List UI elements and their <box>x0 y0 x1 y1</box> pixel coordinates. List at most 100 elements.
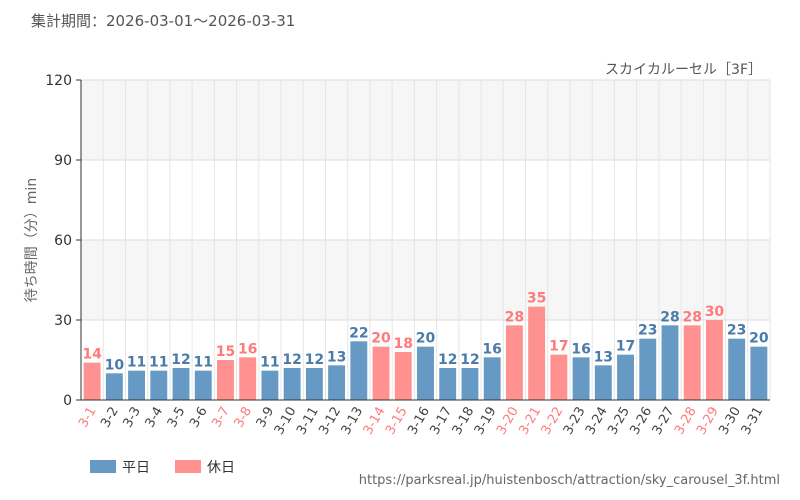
x-tick-label: 3-24 <box>583 405 611 438</box>
bar <box>283 368 301 400</box>
bar <box>328 365 346 400</box>
data-label: 11 <box>127 355 146 371</box>
x-tick-label: 3-11 <box>294 405 322 438</box>
x-tick-label: 3-28 <box>672 405 700 438</box>
bar <box>750 346 768 400</box>
data-label: 11 <box>260 355 279 371</box>
data-label: 28 <box>505 309 524 325</box>
x-tick-label: 3-8 <box>232 405 256 431</box>
x-tick-label: 3-22 <box>539 405 567 438</box>
period-title: 集計期間：2026-03-01〜2026-03-31 <box>31 12 296 30</box>
bar <box>150 370 168 400</box>
data-label: 28 <box>682 309 701 325</box>
x-tick-label: 3-3 <box>120 405 144 431</box>
data-label: 12 <box>460 352 479 368</box>
y-tick-label: 30 <box>54 313 72 329</box>
x-tick-label: 3-27 <box>650 405 678 438</box>
bar <box>239 357 257 400</box>
bar <box>417 346 434 400</box>
x-tick-label: 3-5 <box>165 405 189 431</box>
legend-swatch <box>175 460 201 473</box>
bar <box>528 306 546 400</box>
bar <box>550 354 568 400</box>
bar <box>105 373 123 400</box>
x-tick-label: 3-4 <box>143 405 167 431</box>
x-tick-label: 3-31 <box>739 405 767 438</box>
source-url: https://parksreal.jp/huistenbosch/attrac… <box>358 473 780 488</box>
data-label: 16 <box>571 341 590 357</box>
data-label: 30 <box>705 304 725 320</box>
bar <box>194 370 212 400</box>
y-tick-label: 0 <box>63 393 72 409</box>
y-axis: 0 30 60 90 120 <box>45 73 82 409</box>
bar <box>639 338 657 400</box>
data-label: 12 <box>171 352 190 368</box>
data-label: 17 <box>616 339 635 355</box>
data-label: 12 <box>438 352 457 368</box>
chart-title: スカイカルーセル［3F］ <box>605 62 762 78</box>
bar <box>439 368 457 400</box>
y-tick-label: 120 <box>45 73 72 89</box>
legend-label: 平日 <box>122 460 150 476</box>
x-tick-label: 3-18 <box>450 405 478 438</box>
data-label: 15 <box>216 344 235 360</box>
data-label: 10 <box>105 357 125 373</box>
bar <box>305 368 323 400</box>
legend-swatch <box>90 460 116 473</box>
bars <box>83 306 768 400</box>
x-tick-label: 3-15 <box>383 405 411 438</box>
plot-band <box>81 80 770 160</box>
bar <box>661 325 679 400</box>
x-tick-label: 3-26 <box>627 405 655 438</box>
bar <box>83 362 101 400</box>
x-tick-label: 3-25 <box>605 405 633 438</box>
plot-band <box>81 240 770 320</box>
data-label: 16 <box>482 341 501 357</box>
bar <box>705 320 723 400</box>
x-tick-label: 3-19 <box>472 405 500 438</box>
y-tick-label: 60 <box>54 233 72 249</box>
bar <box>350 341 368 400</box>
bar <box>217 360 234 400</box>
legend: 平日 休日 <box>90 460 235 476</box>
data-label: 20 <box>749 331 769 347</box>
bar <box>128 370 146 400</box>
data-label: 12 <box>282 352 301 368</box>
y-axis-label: 待ち時間（分）min <box>24 178 40 302</box>
data-label: 14 <box>82 347 102 363</box>
bar <box>483 357 501 400</box>
data-label: 35 <box>527 291 546 307</box>
data-label: 22 <box>349 325 368 341</box>
x-tick-label: 3-12 <box>316 405 344 438</box>
data-label: 28 <box>660 309 679 325</box>
x-tick-label: 3-1 <box>76 405 100 431</box>
data-label: 13 <box>594 349 613 365</box>
data-label: 23 <box>638 323 657 339</box>
data-label: 18 <box>394 336 413 352</box>
x-tick-label: 3-7 <box>209 405 233 431</box>
data-label: 12 <box>305 352 324 368</box>
bar <box>172 368 190 400</box>
data-label: 16 <box>238 341 257 357</box>
data-label: 17 <box>549 339 568 355</box>
x-tick-label: 3-2 <box>98 405 122 431</box>
data-label: 23 <box>727 323 746 339</box>
x-tick-label: 3-30 <box>716 405 744 438</box>
bar <box>505 325 523 400</box>
bar <box>372 346 390 400</box>
x-tick-label: 3-23 <box>561 405 589 438</box>
bar <box>728 338 746 400</box>
bar <box>683 325 701 400</box>
x-tick-label: 3-6 <box>187 405 211 431</box>
data-label: 13 <box>327 349 346 365</box>
x-axis: 3-13-23-33-43-53-63-73-83-93-103-113-123… <box>76 399 770 438</box>
x-tick-label: 3-14 <box>361 405 389 438</box>
x-tick-label: 3-16 <box>405 405 433 438</box>
legend-label: 休日 <box>207 460 235 476</box>
x-tick-label: 3-17 <box>427 405 455 438</box>
bar <box>394 352 412 400</box>
data-label: 11 <box>149 355 168 371</box>
x-tick-label: 3-10 <box>272 405 300 438</box>
